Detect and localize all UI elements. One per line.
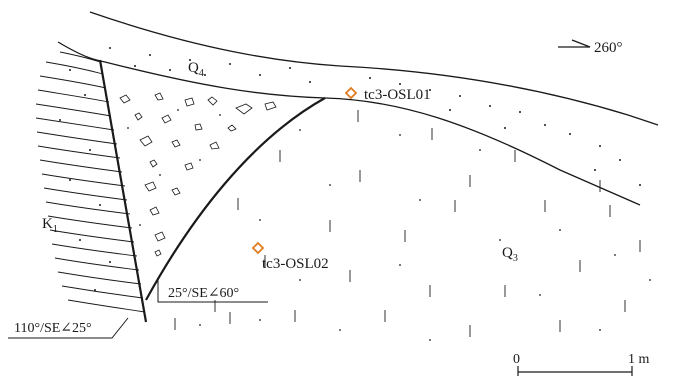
unit-q3-label: Q3	[502, 245, 518, 264]
wedge-dots	[127, 109, 221, 226]
unit-q4-label: Q4	[188, 60, 204, 79]
wedge-clasts	[119, 92, 277, 257]
scale-bar	[517, 366, 633, 376]
q4-dots	[109, 47, 641, 186]
sample-2-label: tc3-OSL02	[262, 256, 329, 272]
attitude-1-label: 25°/SE∠60°	[168, 286, 239, 301]
k1-dots	[59, 69, 111, 291]
k1-bedding-lines	[35, 51, 146, 313]
q3-ticks	[174, 110, 641, 337]
sample-2-diamond-marker-icon	[251, 241, 265, 255]
sample-1-label: tc3-OSL01	[364, 87, 431, 103]
attitude-2-label: 110°/SE∠25°	[14, 321, 92, 336]
unit-k1-label: K1	[42, 216, 58, 235]
scale-zero-label: 0	[513, 352, 520, 367]
orientation-label: 260°	[594, 40, 623, 56]
scale-one-label: 1 m	[628, 352, 650, 367]
fault-1-line	[98, 59, 148, 323]
q3-dots	[199, 129, 651, 341]
q4-upper-boundary	[89, 11, 659, 126]
sample-1-diamond-marker-icon	[344, 86, 358, 100]
fault-2-line	[145, 97, 326, 301]
orientation-arrow-icon	[558, 39, 591, 48]
attitude-1-callout	[157, 280, 268, 303]
attitude-2-callout	[8, 317, 129, 339]
